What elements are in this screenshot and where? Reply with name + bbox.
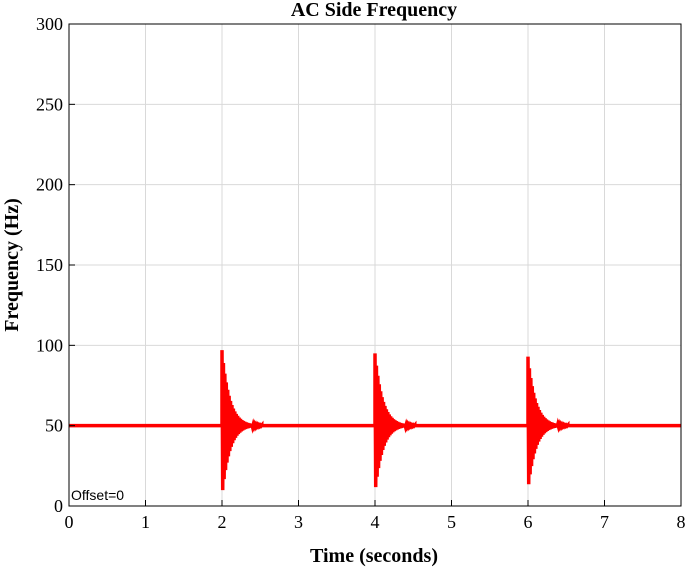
x-tick-label: 1	[141, 512, 150, 532]
x-axis-ticks: 0 1 2 3 4 5 6 7 8	[65, 500, 685, 532]
x-tick-label: 7	[600, 512, 609, 532]
y-tick-label: 50	[45, 416, 63, 436]
x-axis-label: Time (seconds)	[310, 545, 438, 567]
x-tick-label: 2	[218, 512, 227, 532]
y-tick-label: 200	[36, 175, 63, 195]
x-tick-label: 3	[294, 512, 303, 532]
frequency-series	[69, 350, 681, 491]
y-tick-label: 0	[54, 496, 63, 516]
y-tick-label: 100	[36, 335, 63, 355]
frequency-line	[69, 350, 681, 491]
x-tick-label: 8	[677, 512, 685, 532]
x-tick-label: 0	[65, 512, 74, 532]
y-tick-label: 150	[36, 255, 63, 275]
y-axis-label: Frequency (Hz)	[1, 198, 23, 332]
y-tick-label: 300	[36, 14, 63, 34]
y-tick-label: 250	[36, 94, 63, 114]
x-tick-label: 5	[447, 512, 456, 532]
x-tick-label: 6	[524, 512, 533, 532]
offset-annotation: Offset=0	[71, 487, 124, 503]
chart-title: AC Side Frequency	[291, 0, 457, 21]
y-axis-ticks: 0 50 100 150 200 250 300	[36, 14, 75, 516]
x-tick-label: 4	[371, 512, 380, 532]
